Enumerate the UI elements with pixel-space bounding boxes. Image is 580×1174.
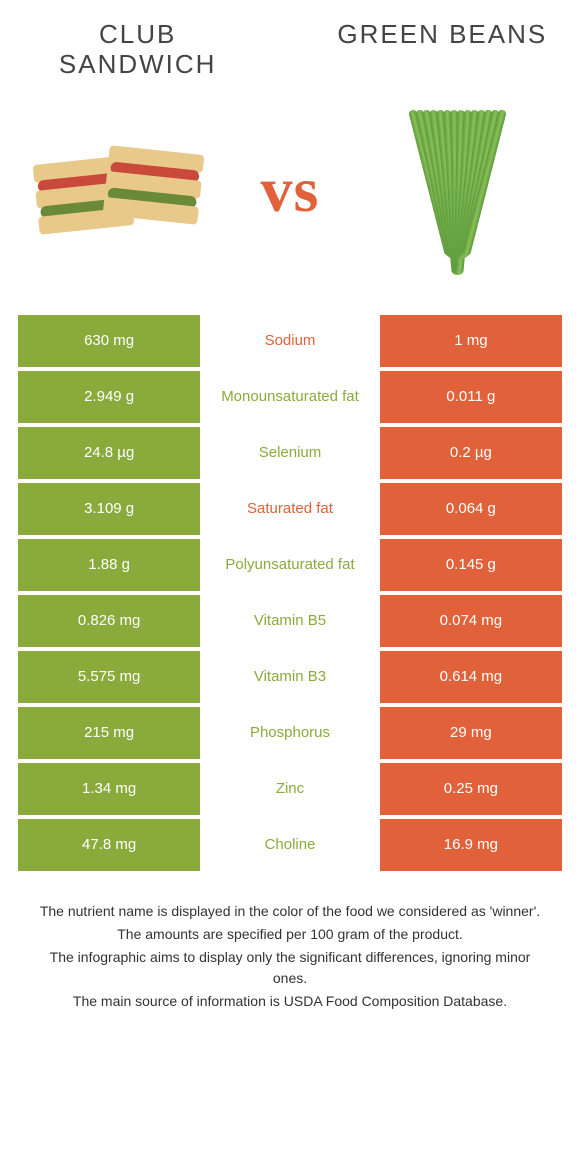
- food-title-right: GREEN BEANS: [323, 20, 562, 50]
- nutrient-name: Vitamin B5: [200, 595, 380, 647]
- nutrient-name: Phosphorus: [200, 707, 380, 759]
- right-value: 0.074 mg: [380, 595, 562, 647]
- left-value: 2.949 g: [18, 371, 200, 423]
- left-value: 215 mg: [18, 707, 200, 759]
- nutrient-name: Sodium: [200, 315, 380, 367]
- nutrient-name: Choline: [200, 819, 380, 871]
- nutrient-name: Vitamin B3: [200, 651, 380, 703]
- footer-line: The amounts are specified per 100 gram o…: [38, 924, 542, 945]
- beans-icon: [389, 100, 529, 280]
- header-row: CLUB SANDWICH GREEN BEANS: [18, 20, 562, 80]
- right-value: 0.25 mg: [380, 763, 562, 815]
- nutrient-name: Selenium: [200, 427, 380, 479]
- left-value: 0.826 mg: [18, 595, 200, 647]
- left-value: 5.575 mg: [18, 651, 200, 703]
- table-row: 215 mgPhosphorus29 mg: [18, 707, 562, 759]
- table-row: 2.949 gMonounsaturated fat0.011 g: [18, 371, 562, 423]
- right-value: 0.2 µg: [380, 427, 562, 479]
- left-value: 1.88 g: [18, 539, 200, 591]
- footer-line: The nutrient name is displayed in the co…: [38, 901, 542, 922]
- footer-line: The infographic aims to display only the…: [38, 947, 542, 989]
- left-value: 24.8 µg: [18, 427, 200, 479]
- vs-label: vs: [261, 153, 320, 227]
- table-row: 1.34 mgZinc0.25 mg: [18, 763, 562, 815]
- food-image-left: [18, 90, 225, 290]
- right-value: 0.145 g: [380, 539, 562, 591]
- images-row: vs: [18, 90, 562, 290]
- left-value: 1.34 mg: [18, 763, 200, 815]
- table-row: 1.88 gPolyunsaturated fat0.145 g: [18, 539, 562, 591]
- left-value: 3.109 g: [18, 483, 200, 535]
- right-value: 0.064 g: [380, 483, 562, 535]
- table-row: 0.826 mgVitamin B50.074 mg: [18, 595, 562, 647]
- right-value: 0.614 mg: [380, 651, 562, 703]
- nutrient-name: Saturated fat: [200, 483, 380, 535]
- nutrient-name: Polyunsaturated fat: [200, 539, 380, 591]
- footer-notes: The nutrient name is displayed in the co…: [18, 901, 562, 1012]
- nutrient-name: Monounsaturated fat: [200, 371, 380, 423]
- table-row: 630 mgSodium1 mg: [18, 315, 562, 367]
- right-value: 29 mg: [380, 707, 562, 759]
- table-row: 24.8 µgSelenium0.2 µg: [18, 427, 562, 479]
- right-value: 1 mg: [380, 315, 562, 367]
- left-value: 47.8 mg: [18, 819, 200, 871]
- table-row: 47.8 mgCholine16.9 mg: [18, 819, 562, 871]
- table-row: 5.575 mgVitamin B30.614 mg: [18, 651, 562, 703]
- right-value: 16.9 mg: [380, 819, 562, 871]
- table-row: 3.109 gSaturated fat0.064 g: [18, 483, 562, 535]
- right-value: 0.011 g: [380, 371, 562, 423]
- nutrient-name: Zinc: [200, 763, 380, 815]
- sandwich-icon: [36, 142, 206, 237]
- comparison-table: 630 mgSodium1 mg2.949 gMonounsaturated f…: [18, 315, 562, 871]
- footer-line: The main source of information is USDA F…: [38, 991, 542, 1012]
- left-value: 630 mg: [18, 315, 200, 367]
- food-image-right: [355, 90, 562, 290]
- food-title-left: CLUB SANDWICH: [18, 20, 257, 80]
